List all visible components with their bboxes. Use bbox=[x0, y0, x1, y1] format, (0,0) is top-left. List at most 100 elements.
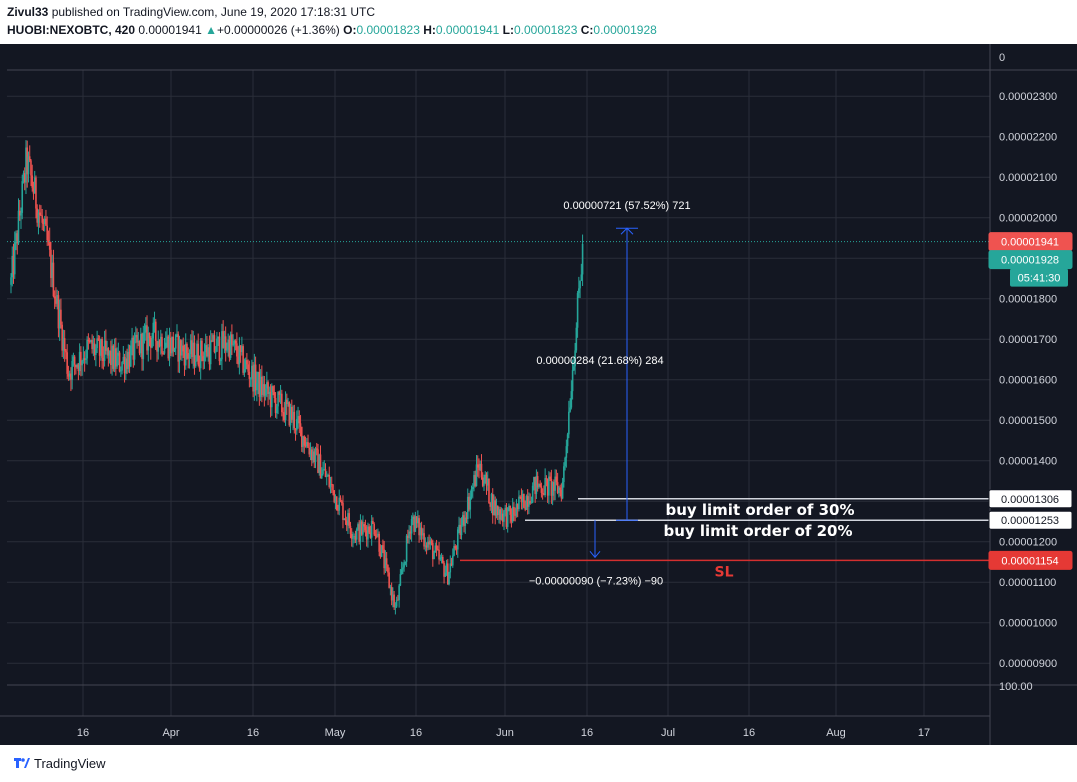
candle-body bbox=[380, 545, 383, 557]
price-chart[interactable]: buy limit order of 30% buy limit order of… bbox=[0, 44, 1077, 745]
price-axis[interactable]: 0.00000900 0.00001000 0.00001100 0.00001200… bbox=[988, 44, 1073, 745]
candle-body bbox=[66, 352, 68, 374]
candle-body bbox=[277, 391, 279, 407]
candle-body bbox=[323, 469, 326, 470]
candle-body bbox=[424, 545, 427, 547]
candle-body bbox=[299, 423, 302, 427]
candle-body bbox=[248, 371, 251, 379]
candle-body bbox=[102, 357, 105, 361]
candle-body bbox=[449, 563, 452, 573]
candle-body bbox=[377, 533, 379, 536]
tradingview-brand[interactable]: TradingView bbox=[34, 756, 106, 771]
candle-body bbox=[309, 449, 312, 455]
candle-body bbox=[229, 334, 232, 358]
tradingview-logo-icon[interactable] bbox=[14, 758, 30, 768]
candle-body bbox=[538, 483, 540, 488]
candle-body bbox=[98, 340, 101, 356]
candle-body bbox=[329, 483, 332, 487]
buy20-badge[interactable]: 0.00001253 bbox=[988, 510, 1073, 530]
measure-big-arrow-icon bbox=[620, 227, 634, 235]
footer-bar: TradingView bbox=[0, 745, 1077, 782]
buy30-badge-box bbox=[988, 489, 1073, 509]
symbol-label[interactable]: HUOBI:NEXOBTC, 420 bbox=[7, 23, 136, 37]
candle-body bbox=[400, 569, 403, 575]
candle-body bbox=[561, 481, 564, 499]
candle-body bbox=[258, 371, 261, 397]
candle-body bbox=[344, 518, 347, 521]
candle-body bbox=[464, 517, 467, 526]
candle-body bbox=[302, 436, 304, 447]
candle-body bbox=[307, 442, 309, 448]
candle-body bbox=[555, 476, 558, 483]
candle-body bbox=[131, 337, 133, 346]
candle-body bbox=[135, 334, 137, 338]
measure-down-label: −0.00000090 (−7.23%) −90 bbox=[529, 575, 663, 587]
candle-body bbox=[530, 502, 533, 504]
candle-body bbox=[60, 309, 62, 325]
candle-body bbox=[152, 322, 155, 339]
candle-body bbox=[278, 391, 281, 396]
candle-body bbox=[511, 506, 514, 522]
candle-body bbox=[209, 340, 212, 365]
candle-body bbox=[520, 497, 523, 503]
candle-body bbox=[423, 533, 425, 547]
candle-body bbox=[263, 384, 266, 396]
candle-body bbox=[101, 339, 103, 358]
candle-body bbox=[236, 343, 238, 357]
candle-body bbox=[450, 563, 453, 566]
candle-body bbox=[578, 288, 580, 294]
candle-body bbox=[490, 494, 493, 507]
candle-body bbox=[576, 293, 579, 328]
candle-body bbox=[558, 487, 560, 494]
candle-body bbox=[223, 336, 226, 348]
candle-body bbox=[88, 341, 91, 343]
candle-body bbox=[181, 345, 183, 356]
candle-body bbox=[126, 358, 128, 369]
y-tick-label: 0.00002000 bbox=[999, 213, 1057, 225]
candle-body bbox=[529, 500, 531, 504]
x-tick-label: May bbox=[325, 727, 346, 739]
candle-body bbox=[388, 572, 390, 588]
author-name[interactable]: Zivul33 bbox=[7, 5, 49, 19]
candle-body bbox=[208, 347, 211, 365]
y-tick-label: 0.00002200 bbox=[999, 132, 1057, 144]
candle-body bbox=[46, 225, 48, 241]
candle-body bbox=[72, 356, 75, 362]
last-price-badge[interactable]: 0.00001941 bbox=[988, 232, 1073, 252]
y-tick-label: 0.00001500 bbox=[999, 415, 1057, 427]
candle-body bbox=[575, 327, 578, 351]
candle-body bbox=[463, 515, 465, 526]
candle-body bbox=[447, 563, 449, 585]
buy30-badge[interactable]: 0.00001306 bbox=[988, 489, 1073, 509]
candle-body bbox=[476, 464, 479, 468]
candle-body bbox=[556, 482, 559, 494]
candle-body bbox=[314, 448, 317, 462]
candle-body bbox=[312, 451, 314, 461]
candle-body bbox=[17, 210, 20, 244]
candle-body bbox=[419, 527, 422, 536]
candle-body bbox=[103, 340, 106, 361]
candle-body bbox=[327, 474, 329, 477]
candle-body bbox=[543, 493, 545, 495]
low-value: 0.00001823 bbox=[513, 23, 578, 37]
candle-body bbox=[97, 338, 100, 341]
candle-body bbox=[580, 274, 583, 281]
countdown-badge: 05:41:30 bbox=[1010, 268, 1068, 287]
stop-loss-badge[interactable]: 0.00001154 bbox=[988, 550, 1073, 570]
x-tick-label: 16 bbox=[581, 727, 593, 739]
candle-body bbox=[383, 549, 385, 569]
candle-body bbox=[566, 434, 569, 447]
candle-body bbox=[197, 343, 199, 365]
candle-body bbox=[304, 445, 307, 447]
time-axis[interactable]: 16 Apr 16 May 16 Jun 16 Jul 16 Aug 17 bbox=[0, 715, 990, 739]
candle-body bbox=[533, 477, 535, 486]
candle-body bbox=[563, 466, 565, 482]
close-price-badge[interactable]: 0.00001928 bbox=[988, 250, 1073, 270]
candle-body bbox=[216, 338, 218, 352]
candle-body bbox=[385, 558, 388, 565]
candle-body bbox=[328, 474, 331, 487]
candle-body bbox=[519, 496, 521, 498]
candle-body bbox=[43, 218, 46, 225]
buy20-label: buy limit order of 20% bbox=[663, 522, 852, 540]
close-label: C: bbox=[580, 23, 594, 37]
